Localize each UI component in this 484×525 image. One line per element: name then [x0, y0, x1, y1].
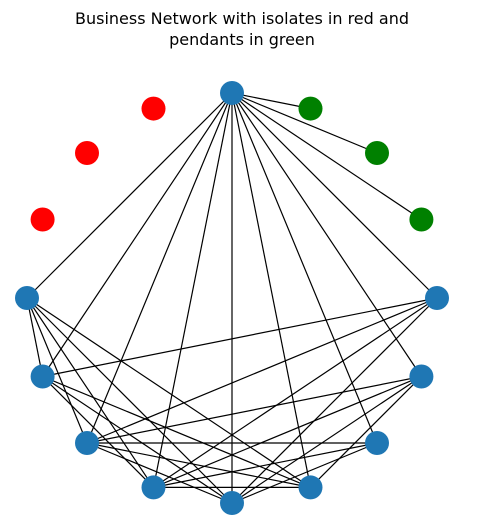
- graph-node-default: [141, 475, 166, 500]
- graph-node-default: [425, 286, 449, 310]
- chart-title-line-2: pendants in green: [169, 30, 315, 49]
- graph-node-isolate: [30, 207, 55, 232]
- graph-edge: [26, 297, 233, 504]
- graph-edge: [86, 442, 233, 504]
- graph-edge: [231, 92, 311, 110]
- graph-node-isolate: [75, 141, 99, 165]
- graph-edge: [153, 297, 438, 488]
- graph-edge: [26, 297, 44, 377]
- graph-edge: [231, 92, 378, 444]
- graph-edge: [231, 376, 422, 504]
- graph-node-default: [409, 364, 434, 389]
- graph-edge: [231, 92, 378, 154]
- graph-edge: [86, 442, 311, 488]
- graph-edge: [26, 297, 154, 488]
- graph-edge: [231, 92, 422, 220]
- chart-title: Business Network with isolates in red an…: [0, 8, 484, 50]
- graph-node-default: [15, 286, 39, 310]
- graph-edge: [26, 92, 233, 299]
- graph-node-default: [30, 364, 55, 389]
- graph-node-pendant: [409, 207, 434, 232]
- graph-node-pendant: [365, 141, 389, 165]
- graph-node-isolate: [141, 96, 166, 121]
- graph-edge: [86, 297, 438, 444]
- graph-edge: [86, 375, 422, 444]
- graph-node-default: [298, 475, 323, 500]
- node-layer: [15, 81, 449, 515]
- graph-edge: [310, 376, 422, 488]
- chart-title-line-1: Business Network with isolates in red an…: [74, 9, 409, 28]
- graph-node-default: [75, 431, 99, 455]
- graph-edge: [42, 376, 154, 488]
- graph-node-pendant: [298, 96, 323, 121]
- graph-edge: [26, 297, 311, 488]
- graph-edge: [231, 297, 438, 504]
- graph-edge: [152, 92, 233, 488]
- graph-edge: [42, 376, 233, 504]
- graph-edge: [26, 297, 88, 444]
- graph-edge: [231, 442, 378, 504]
- graph-edge: [231, 92, 312, 488]
- edge-layer: [26, 92, 438, 504]
- graph-node-default: [220, 491, 244, 515]
- graph-edge: [231, 92, 438, 299]
- graph-edge: [153, 442, 378, 488]
- graph-edge: [42, 297, 438, 378]
- graph-node-hub: [220, 81, 244, 105]
- graph-edge: [86, 92, 233, 444]
- graph-edge: [42, 375, 311, 488]
- graph-node-default: [365, 431, 389, 455]
